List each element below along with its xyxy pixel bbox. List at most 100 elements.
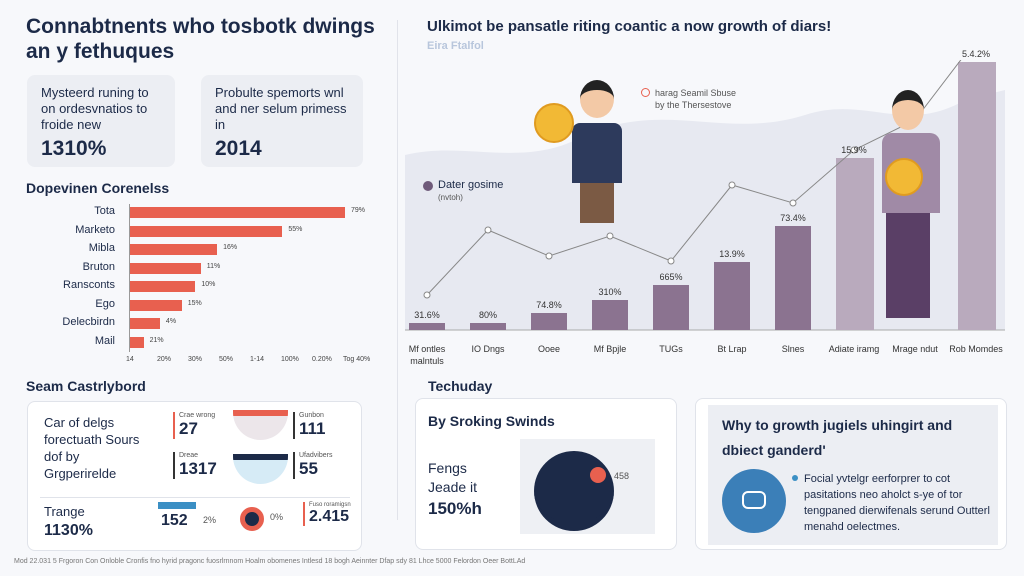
- annotation-text: harag Seamil Sbuse by the Thersestove: [655, 88, 737, 110]
- progress-bar: [158, 502, 196, 509]
- coin-icon: [534, 103, 574, 143]
- footer-text: Mod 22.031 5 Frgoron Con Onloble Cronfis…: [14, 558, 526, 565]
- scoreboard-panel: Car of delgs forectuath Sours dof by Grg…: [27, 401, 362, 551]
- vbar-value-label: 310%: [598, 287, 622, 297]
- card-title: By Sroking Swinds: [428, 413, 555, 429]
- stat-label: Ufadvibers: [299, 452, 333, 459]
- vbar-value-label: 665%: [659, 272, 683, 282]
- stat-card-text: Probulte spemorts wnl and ner selum prim…: [215, 85, 347, 132]
- stat-card-value: 2014: [215, 137, 262, 160]
- bottom-label: Trange: [44, 504, 85, 519]
- stat-value: 111: [299, 419, 326, 438]
- vbar: [836, 158, 874, 330]
- vbar-category-label: Mf Bpjle: [593, 344, 627, 354]
- metric-value: 152: [161, 512, 188, 529]
- hbar-xtick: 100%: [281, 356, 299, 363]
- hbar-label: Mail: [94, 334, 115, 347]
- techuday-panel: By Sroking Swinds Fengs Jeade it 150%h 4…: [415, 398, 677, 550]
- hbar-row: Bruton 11%: [20, 260, 380, 276]
- hbar-value: 10%: [201, 281, 216, 288]
- stat-value: 1317: [179, 459, 217, 478]
- trend-point: [423, 291, 431, 299]
- hbar-xtick: 1-14: [250, 356, 265, 363]
- hbar-value: 55%: [288, 225, 303, 233]
- divider: [397, 20, 398, 520]
- why-panel: Why to growth jugiels uhingirt and dbiec…: [695, 398, 1007, 550]
- globe-icon: [534, 451, 614, 531]
- vbar-chart: [405, 60, 1005, 331]
- vbar: [592, 300, 628, 330]
- donut-icon: [240, 507, 264, 531]
- hbar-xtick: 20%: [157, 356, 172, 363]
- hbar-row: Mail 21%: [20, 334, 380, 350]
- chat-icon: [722, 469, 786, 533]
- hbar-label: Delecbirdn: [62, 316, 115, 328]
- vbar: [653, 285, 689, 330]
- person-illustration: [534, 78, 640, 223]
- hbar-xtick: 14: [126, 356, 134, 363]
- vbar: [409, 323, 445, 330]
- hbar-label: Bruton: [82, 260, 115, 273]
- vbar: [714, 262, 750, 330]
- hbar-value: 21%: [149, 336, 164, 344]
- hbar: [130, 281, 196, 292]
- vbar-value-label: 15.9%: [841, 145, 867, 155]
- hbar-value: 4%: [165, 318, 177, 325]
- vbar-value-label: 74.8%: [536, 300, 562, 310]
- stat-value: 2.415: [309, 508, 350, 525]
- vbar-value-label: 73.4%: [780, 213, 806, 223]
- vbar: [775, 226, 811, 330]
- vbar-chart-subtitle: Eira Ftalfol: [427, 40, 484, 52]
- vbar-value-label: 5.4.2%: [961, 49, 991, 59]
- card-text: Fengs Jeade it: [428, 460, 478, 495]
- hbar-value: 11%: [206, 262, 221, 270]
- hbar-label: Tota: [94, 205, 115, 217]
- stat-label: Fuso roramigsn: [309, 502, 351, 508]
- vbar-category-label: Mrage ndut: [892, 344, 938, 354]
- hbar-value: 16%: [223, 244, 238, 251]
- pin-icon: [641, 88, 650, 97]
- hbar-xtick: Tog 40%: [343, 356, 371, 363]
- hbar-row: Ego 15%: [20, 297, 380, 313]
- device-icon: [233, 410, 288, 440]
- stat-card-text: Mysteerd runing to on ordesvnatios to fr…: [41, 85, 149, 132]
- hbar: [130, 207, 345, 218]
- trend-point: [606, 232, 614, 240]
- hbar-row: Tota 79%: [20, 204, 380, 220]
- vbar: [470, 323, 506, 330]
- vbar-category-label: Adiate iramg: [828, 344, 880, 354]
- vbar-value-label: 80%: [478, 310, 497, 320]
- why-title: Why to growth jugiels uhingirt and dbiec…: [722, 417, 953, 458]
- hbar: [130, 244, 218, 255]
- vbar-value-label: 31.6%: [414, 310, 440, 320]
- metric-percent: 0%: [270, 512, 284, 522]
- vbar: [958, 62, 996, 330]
- legend-label: Dater gosime: [438, 179, 504, 191]
- stat-value: 27: [179, 419, 198, 438]
- legend-sub: (nvtoh): [438, 193, 463, 202]
- bottom-value: 1130%: [44, 522, 93, 539]
- badge: 458: [614, 471, 630, 481]
- hbar: [130, 318, 160, 329]
- stat-label: Dreae: [179, 452, 199, 459]
- hbar-xtick: 30%: [188, 356, 203, 363]
- person-illustration: [870, 88, 950, 330]
- vbar-category-label: Mf ontles malntuls: [408, 344, 446, 366]
- techuday-title: Techuday: [428, 378, 493, 394]
- trend-point: [728, 181, 736, 189]
- hbar-chart-title: Dopevinen Corenelss: [26, 180, 170, 196]
- hbar: [130, 225, 283, 237]
- trend-point: [484, 226, 492, 234]
- vbar-category-label: IO Dngs: [471, 344, 505, 354]
- separator: [40, 497, 350, 498]
- trend-point: [667, 257, 675, 265]
- illustration: 458: [520, 439, 655, 534]
- hbar-row: Mibla 16%: [20, 241, 380, 257]
- hbar-label: Marketo: [75, 223, 115, 236]
- vbar-category-label: Bt Lrap: [717, 344, 747, 354]
- stat-label: Gunbon: [299, 412, 324, 419]
- why-text: Focial yvtelgr eerforprer to cot pasitat…: [804, 473, 990, 533]
- card-value: 150%h: [428, 499, 482, 518]
- page-title: Connabtnents who tosbotk dwings an y fet…: [26, 15, 375, 63]
- hbar: [130, 262, 201, 274]
